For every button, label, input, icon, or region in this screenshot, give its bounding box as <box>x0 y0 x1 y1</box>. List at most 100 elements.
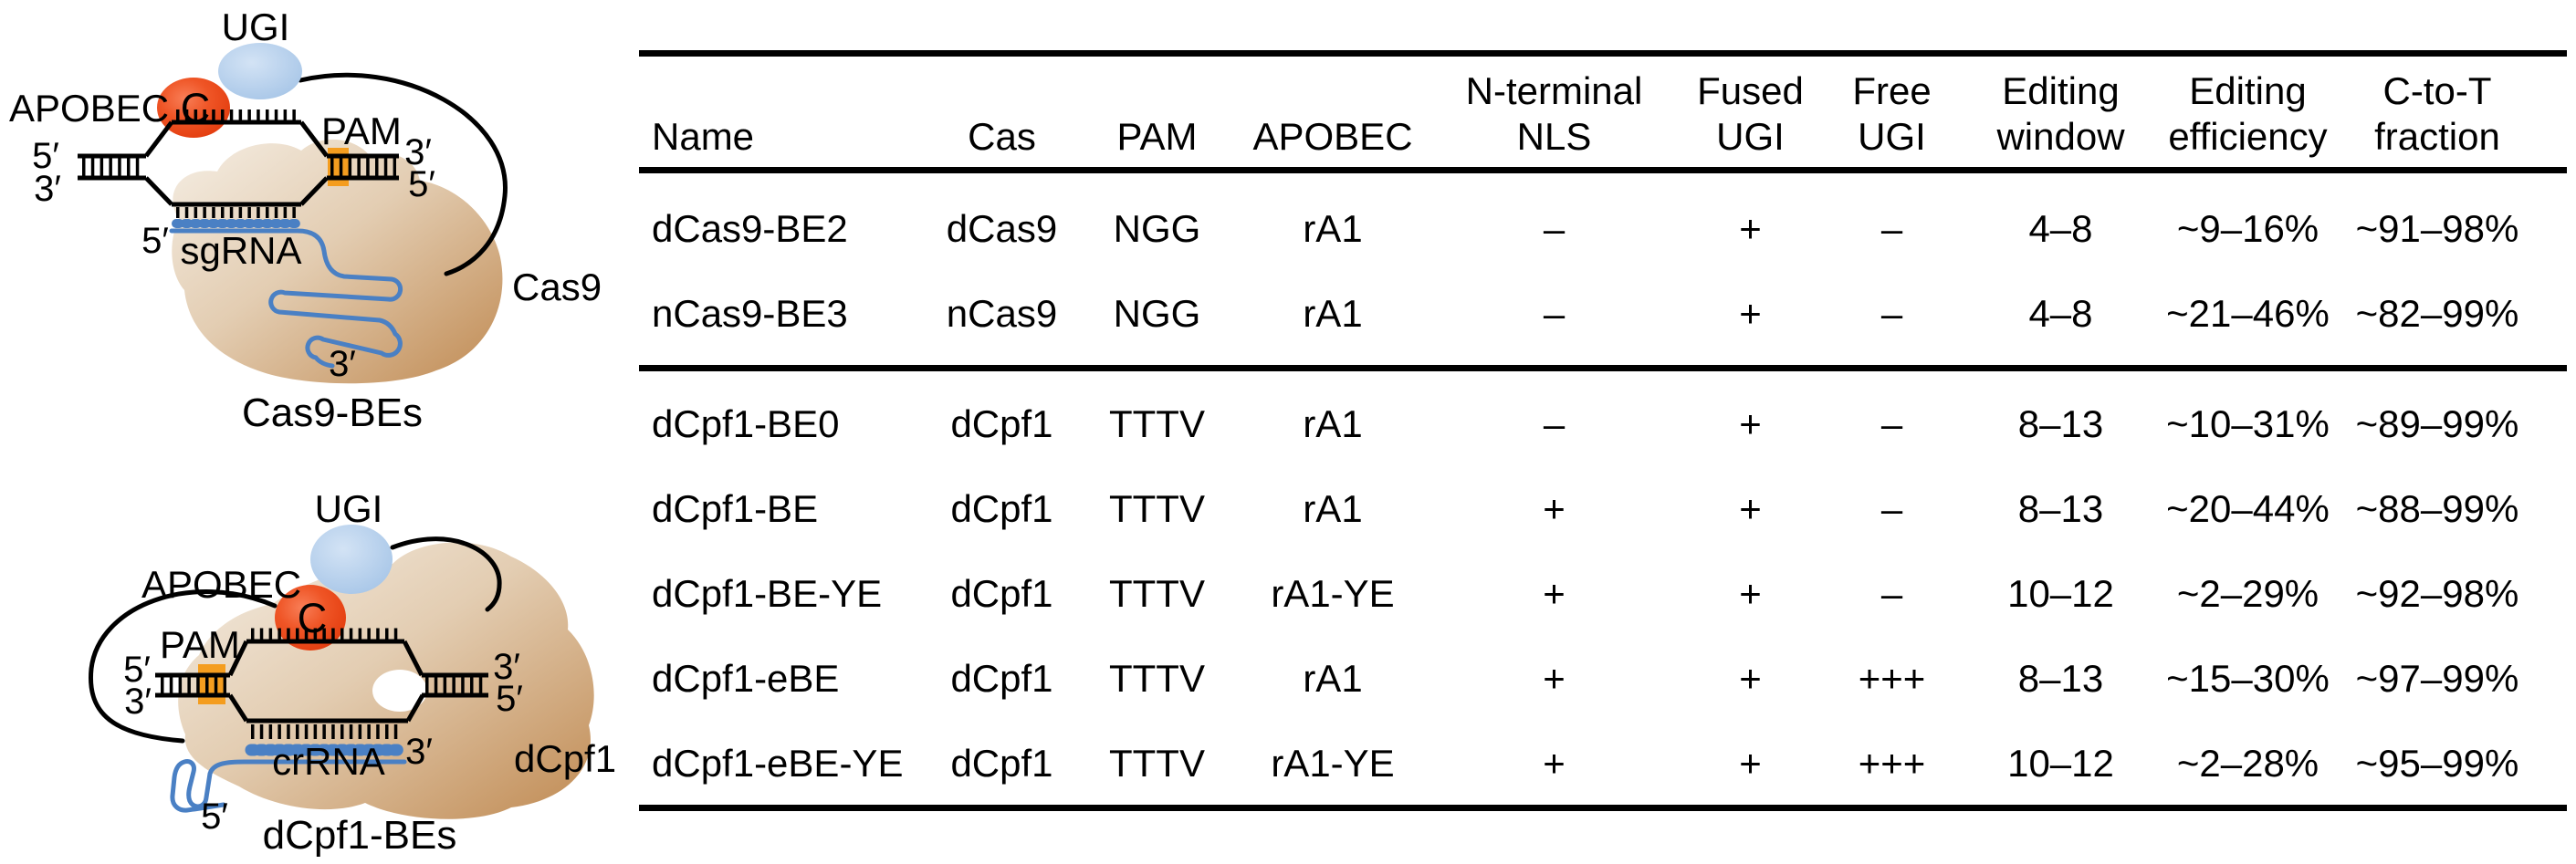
cell-ctot-fraction: ~89–99% <box>2355 401 2519 445</box>
cell-apobec: rA1 <box>1303 401 1363 445</box>
cell-editing-window: 10–12 <box>2007 741 2114 785</box>
sgrna-strand <box>169 219 403 369</box>
crrna-backbone <box>170 759 407 813</box>
cell-apobec: rA1 <box>1303 291 1363 335</box>
cell-nterminal-nls: + <box>1543 741 1565 785</box>
header-line: Editing <box>2189 69 2307 112</box>
cell-cas: dCpf1 <box>950 571 1053 615</box>
cell-fused-ugi: + <box>1739 401 1762 445</box>
strand-end-5-left: 5′ <box>123 650 151 690</box>
table-row: dCpf1-BE0 dCpf1 TTTV rA1 – + – 8–13 ~10–… <box>639 381 2567 466</box>
ugi-blob <box>310 525 393 594</box>
cell-fused-ugi: + <box>1739 291 1762 335</box>
strand-end-5-right: 5′ <box>408 164 435 204</box>
cell-editing-window: 4–8 <box>2028 291 2093 335</box>
base-editor-diagrams: UGI APOBEC C PAM 5′ 3′ 3′ 5′ sgRNA 5′ 3′… <box>9 5 616 858</box>
dcpf1-caption: dCpf1-BEs <box>263 813 457 858</box>
header-line: efficiency <box>2168 115 2328 158</box>
cell-editing-efficiency: ~10–31% <box>2166 401 2330 445</box>
cell-pam: TTTV <box>1109 741 1205 785</box>
header-line: APOBEC <box>1252 115 1413 158</box>
column-header-ctot-fraction: C-to-T fraction <box>2351 68 2524 160</box>
cell-apobec: rA1 <box>1303 206 1363 250</box>
cas9-be-diagram: UGI APOBEC C PAM 5′ 3′ 3′ 5′ sgRNA 5′ 3′… <box>9 5 602 435</box>
sgrna-label: sgRNA <box>180 229 301 272</box>
cell-pam: TTTV <box>1109 401 1205 445</box>
cell-nterminal-nls: + <box>1543 656 1565 700</box>
header-line: Editing <box>2002 69 2120 112</box>
cell-name: dCpf1-eBE <box>652 656 840 700</box>
cell-editing-window: 4–8 <box>2028 206 2093 250</box>
header-line: Cas <box>968 115 1036 158</box>
strand-end-3-left: 3′ <box>124 682 152 722</box>
cell-free-ugi: – <box>1880 571 1903 615</box>
header-line: fraction <box>2374 115 2500 158</box>
dna-strands <box>155 628 488 739</box>
ugi-blob <box>218 43 302 99</box>
header-line: UGI <box>1716 115 1785 158</box>
apobec-label: APOBEC <box>9 87 169 130</box>
column-header-nterminal-nls: N-terminal NLS <box>1415 68 1693 160</box>
cell-free-ugi: – <box>1880 206 1903 250</box>
cell-pam: TTTV <box>1109 571 1205 615</box>
cell-nterminal-nls: – <box>1543 206 1565 250</box>
cytosine-label: C <box>181 85 211 131</box>
cell-free-ugi: +++ <box>1858 656 1926 700</box>
cell-name: nCas9-BE3 <box>652 291 848 335</box>
sgrna-backbone <box>169 228 403 369</box>
column-header-free-ugi: Free UGI <box>1807 68 1976 160</box>
cell-apobec: rA1 <box>1303 486 1363 530</box>
table-header-row: Name Cas PAM APOBEC N-terminal NLS Fused U… <box>639 57 2567 167</box>
cell-cas: dCpf1 <box>950 656 1053 700</box>
strand-end-3-right: 3′ <box>404 132 432 172</box>
cell-fused-ugi: + <box>1739 571 1762 615</box>
table-rule-bottom <box>639 805 2567 811</box>
pam-marker <box>198 664 225 704</box>
cell-nterminal-nls: + <box>1543 486 1565 530</box>
pam-label: PAM <box>321 109 402 152</box>
header-line: N-terminal <box>1465 69 1643 112</box>
cell-cas: dCpf1 <box>950 486 1053 530</box>
cell-editing-window: 10–12 <box>2007 571 2114 615</box>
table-row: dCpf1-BE-YE dCpf1 TTTV rA1-YE + + – 10–1… <box>639 551 2567 636</box>
cell-ctot-fraction: ~95–99% <box>2355 741 2519 785</box>
header-line: Fused <box>1697 69 1804 112</box>
cell-editing-efficiency: ~2–29% <box>2176 571 2319 615</box>
dcpf1-be-diagram: UGI APOBEC C PAM 5′ 3′ 3′ 5′ crRNA 3′ 5′… <box>88 487 616 858</box>
column-header-apobec: APOBEC <box>1251 114 1415 160</box>
strand-end-5-left: 5′ <box>32 136 59 176</box>
cell-free-ugi: – <box>1880 486 1903 530</box>
table-rule-section <box>639 365 2567 371</box>
crrna-strand <box>170 744 408 813</box>
cell-apobec: rA1-YE <box>1271 741 1395 785</box>
cell-pam: NGG <box>1113 291 1201 335</box>
cas9-label: Cas9 <box>512 265 602 308</box>
cell-ctot-fraction: ~97–99% <box>2355 656 2519 700</box>
apobec-blob <box>275 585 346 651</box>
cell-pam: TTTV <box>1109 656 1205 700</box>
apobec-label: APOBEC <box>141 563 301 606</box>
ugi-linker-line <box>390 536 502 612</box>
pam-label: PAM <box>160 623 240 666</box>
cell-editing-window: 8–13 <box>2017 486 2104 530</box>
table-row: dCpf1-eBE dCpf1 TTTV rA1 + + +++ 8–13 ~1… <box>639 636 2567 721</box>
cell-editing-efficiency: ~9–16% <box>2176 206 2319 250</box>
cell-ctot-fraction: ~82–99% <box>2355 291 2519 335</box>
ugi-label: UGI <box>222 5 290 48</box>
cell-editing-efficiency: ~15–30% <box>2166 656 2330 700</box>
strand-end-5-right: 5′ <box>496 679 523 719</box>
cytosine-label: C <box>298 595 328 641</box>
table-rule-top <box>639 50 2567 57</box>
cell-free-ugi: – <box>1880 401 1903 445</box>
header-line: Name <box>652 115 755 158</box>
cell-nterminal-nls: – <box>1543 401 1565 445</box>
table-rule-header <box>639 167 2567 173</box>
cell-fused-ugi: + <box>1739 741 1762 785</box>
crrna-5-label: 5′ <box>201 796 228 837</box>
cas9-caption: Cas9-BEs <box>242 390 423 435</box>
cell-ctot-fraction: ~91–98% <box>2355 206 2519 250</box>
cell-name: dCas9-BE2 <box>652 206 848 250</box>
cell-nterminal-nls: + <box>1543 571 1565 615</box>
column-header-fused-ugi: Fused UGI <box>1693 68 1807 160</box>
